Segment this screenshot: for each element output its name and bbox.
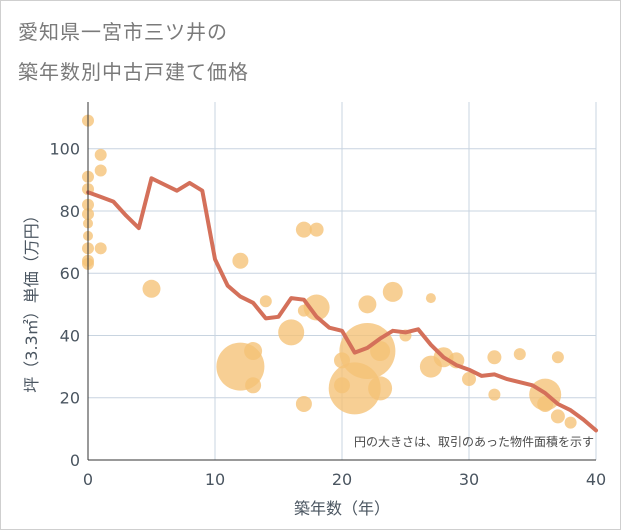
y-tick-label: 20 (60, 389, 80, 408)
bubble-point (368, 376, 393, 401)
chart-title-line1: 愛知県一宮市三ツ井の (18, 20, 228, 44)
x-axis-label: 築年数（年） (294, 499, 390, 518)
bubble-point (244, 342, 263, 361)
bubble-point (295, 395, 312, 412)
x-tick-labels: 0 10 20 30 40 (83, 470, 606, 489)
bubble-point (295, 221, 312, 238)
y-tick-label: 40 (60, 326, 80, 345)
bubble-point (537, 395, 554, 412)
x-tick-label: 0 (83, 470, 93, 489)
bubble-point (488, 388, 501, 401)
bubble-point (551, 351, 564, 364)
y-tick-labels: 0 20 40 60 80 100 (49, 140, 80, 470)
bubble-point (564, 416, 577, 429)
chart-title-line2: 築年数別中古戸建て価格 (18, 60, 249, 84)
bubble-point (487, 350, 502, 365)
bubble-point (370, 341, 391, 362)
bubble-point (513, 348, 526, 361)
bubble-point (358, 295, 377, 314)
bubble-point (309, 222, 324, 237)
bubble-point (142, 279, 161, 298)
y-tick-label: 0 (70, 451, 80, 470)
bubble-point (462, 372, 476, 387)
bubble-point (245, 377, 262, 394)
axes (87, 102, 596, 461)
x-tick-label: 20 (332, 470, 352, 489)
bubble-layer (82, 114, 577, 429)
bubble-point (94, 164, 107, 177)
x-tick-label: 10 (205, 470, 225, 489)
bubble-point (94, 148, 107, 161)
y-axis-label: 坪（3.3㎡）単価（万円） (22, 207, 41, 392)
bubble-point (425, 293, 436, 304)
y-tick-label: 100 (49, 140, 80, 159)
bubble-point (94, 242, 107, 255)
bubble-point (382, 281, 403, 302)
x-tick-label: 40 (586, 470, 606, 489)
bubble-point (303, 294, 330, 321)
bubble-size-note: 円の大きさは、取引のあった物件面積を示す (354, 434, 594, 449)
x-tick-label: 30 (459, 470, 479, 489)
bubble-point (278, 319, 305, 346)
bubble-point (550, 409, 565, 424)
average-price-line (86, 176, 598, 433)
y-tick-label: 60 (60, 264, 80, 283)
bubble-point (232, 252, 249, 269)
y-tick-label: 80 (60, 202, 80, 221)
bubble-point (259, 295, 272, 308)
